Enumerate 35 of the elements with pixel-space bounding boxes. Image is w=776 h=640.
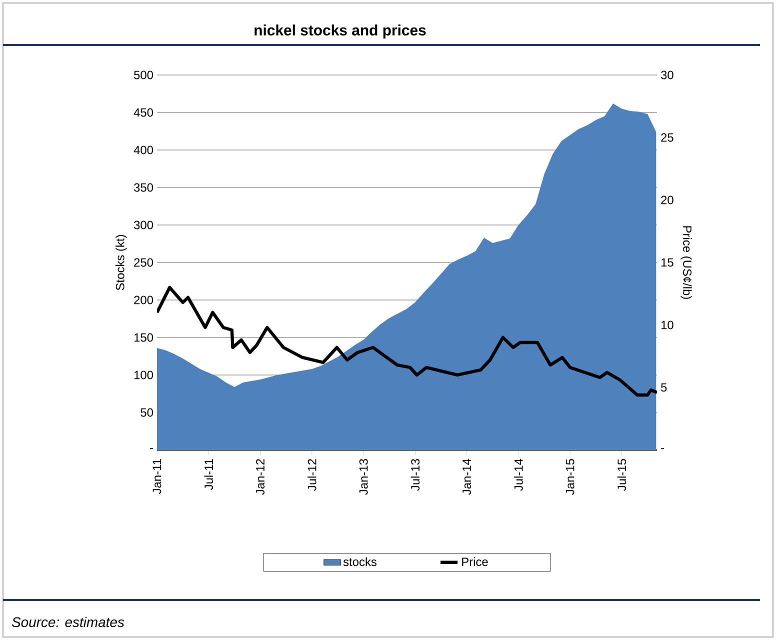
source-note: Source: estimates [12, 616, 124, 628]
x-tick-label: Jul-11 [204, 459, 214, 490]
y-tick-label: 100 [134, 370, 154, 380]
y-tick-label: 150 [134, 333, 154, 342]
chart-title: nickel stocks and prices [254, 24, 426, 38]
x-tick-label: Jul-15 [617, 459, 626, 491]
x-tick-label: Jan-13 [359, 459, 368, 495]
x-tick-label: Jul-14 [514, 458, 523, 491]
y2-tick-label: 30 [660, 70, 674, 80]
line-series [157, 286, 658, 397]
y-tick-label: 250 [134, 258, 154, 267]
y-tick-label: 350 [134, 183, 154, 192]
x-tick-label: Jan-14 [462, 458, 471, 495]
y-axis-title: Stocks (kt) [116, 235, 127, 290]
x-tick-label: Jul-13 [410, 459, 420, 491]
x-tick-label: Jul-12 [308, 459, 316, 491]
y2-tick-label: - [661, 448, 664, 450]
y2-axis-title: Price (US¢/lb) [680, 226, 692, 299]
y2-tick-label: 15 [661, 258, 674, 267]
x-tick-label: Jan-11 [152, 459, 162, 494]
legend-label: stocks [343, 557, 377, 566]
y-tick-label: 450 [134, 108, 154, 117]
y2-tick-label: 10 [661, 320, 674, 330]
x-tick-label: Jan-15 [566, 459, 574, 495]
y-tick-label: 200 [134, 296, 154, 304]
y-tick-label: - [150, 448, 153, 450]
y2-tick-label: 20 [661, 196, 674, 204]
y-tick-label: 400 [134, 146, 154, 154]
x-tick-label: Jan-12 [256, 459, 265, 495]
y2-tick-label: 25 [661, 133, 674, 142]
y2-tick-label: 5 [661, 383, 667, 392]
legend-label: Price [462, 557, 488, 566]
y-tick-label: 50 [140, 408, 154, 417]
y-tick-label: 300 [134, 220, 154, 230]
y-tick-label: 500 [134, 70, 154, 80]
